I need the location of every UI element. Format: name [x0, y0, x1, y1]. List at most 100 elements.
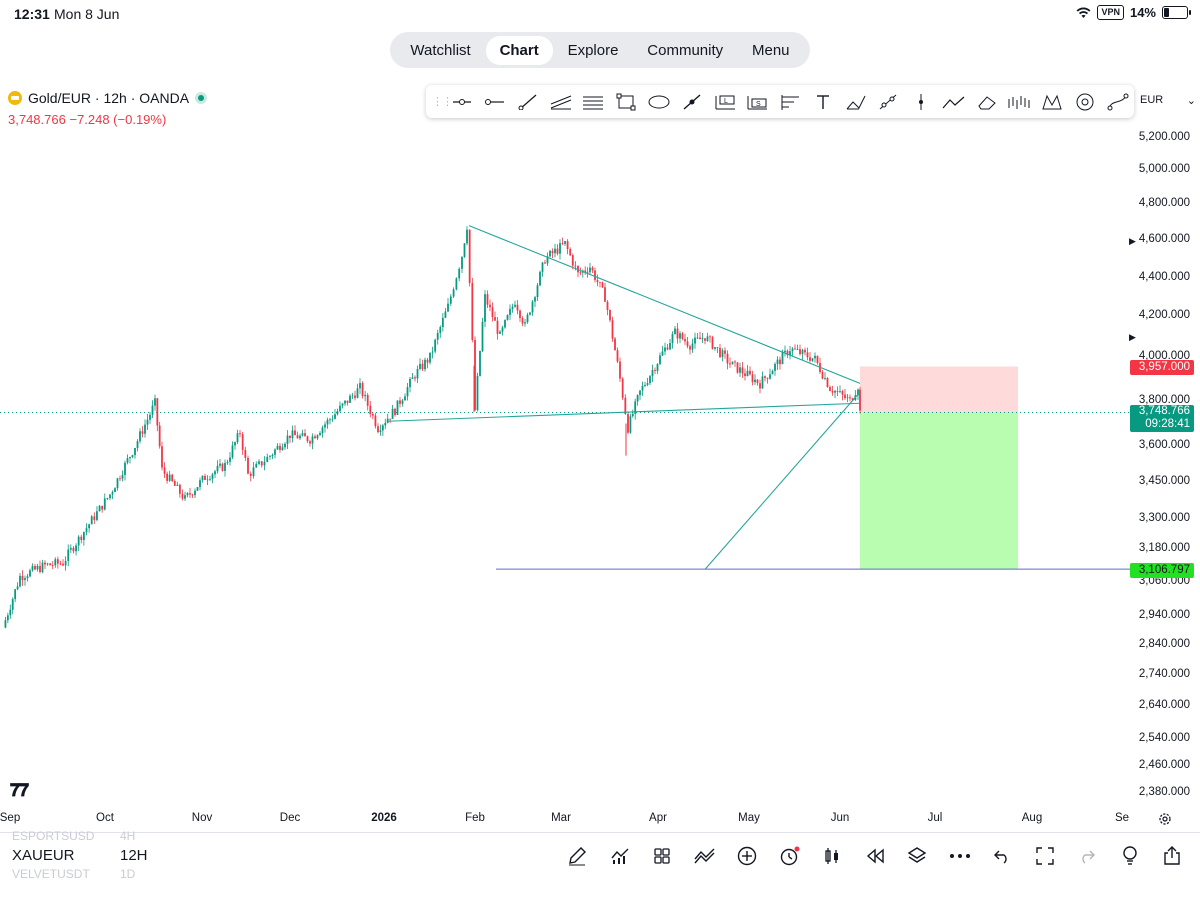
play-arrow-icon[interactable]: ▶	[1129, 236, 1136, 246]
price-chart[interactable]	[0, 120, 1130, 810]
candle-body	[186, 493, 189, 496]
candle-body	[116, 478, 119, 489]
candle-body	[371, 413, 374, 416]
candle-body	[279, 445, 281, 450]
draw-pen-icon[interactable]	[556, 843, 599, 869]
vertical-line-icon[interactable]	[905, 88, 938, 116]
candle-body	[436, 332, 439, 340]
candle-body	[26, 576, 29, 579]
tab-explore[interactable]: Explore	[567, 41, 619, 59]
indicators-icon[interactable]	[599, 843, 642, 869]
next-symbol[interactable]: VELVETUSDT	[12, 867, 90, 881]
compare-icon[interactable]	[684, 843, 727, 869]
curve-icon[interactable]	[1101, 88, 1134, 116]
candle-body	[549, 250, 551, 257]
candle-body	[56, 559, 59, 564]
candle-body	[759, 383, 761, 389]
candle-body	[154, 398, 156, 406]
candle-body	[101, 505, 104, 510]
candle-body	[789, 351, 791, 356]
more-icon[interactable]	[939, 843, 982, 869]
symbol-title[interactable]: Gold/EUR · 12h · OANDA	[28, 90, 190, 106]
polyline-icon[interactable]	[937, 88, 970, 116]
path-icon[interactable]	[872, 88, 905, 116]
candle-body	[16, 586, 19, 590]
candle-body	[131, 455, 134, 458]
fib-retracement-icon[interactable]	[774, 88, 807, 116]
brush-icon[interactable]	[675, 88, 708, 116]
candle-type-icon[interactable]	[811, 843, 854, 869]
text-icon[interactable]	[806, 88, 839, 116]
play-arrow-icon[interactable]: ▶	[1129, 332, 1136, 342]
symbol-title-row[interactable]: Gold/EUR · 12h · OANDA	[8, 90, 208, 106]
candle-body	[431, 351, 434, 353]
candle-body	[684, 338, 686, 342]
settings-gear-icon[interactable]	[1158, 812, 1172, 831]
symbol-selector[interactable]: XAUEUR	[12, 847, 75, 864]
horizontal-ray-icon[interactable]	[479, 88, 512, 116]
share-icon[interactable]	[1151, 843, 1194, 869]
candle-body	[219, 463, 221, 466]
ideas-icon[interactable]	[1109, 843, 1152, 869]
tab-menu[interactable]: Menu	[751, 41, 790, 59]
replay-icon[interactable]	[854, 843, 897, 869]
pitchfork-icon[interactable]	[577, 88, 610, 116]
alert-icon[interactable]	[769, 843, 812, 869]
candle-body	[255, 463, 258, 468]
candle-body	[794, 348, 796, 350]
candle-body	[151, 405, 154, 415]
currency-select[interactable]: EUR ⌄	[1140, 90, 1196, 110]
candle-body	[611, 320, 614, 339]
forecast-icon[interactable]	[1003, 88, 1036, 116]
templates-icon[interactable]	[641, 843, 684, 869]
interval-selector[interactable]: 12H	[120, 847, 148, 864]
undo-icon[interactable]	[981, 843, 1024, 869]
wifi-icon	[1076, 7, 1091, 19]
add-icon[interactable]	[726, 843, 769, 869]
projection-icon[interactable]	[1069, 88, 1102, 116]
candle-body	[44, 562, 46, 565]
tab-watchlist[interactable]: Watchlist	[410, 41, 471, 59]
ellipse-icon[interactable]	[643, 88, 676, 116]
time-axis-label: Dec	[279, 812, 301, 824]
xabcd-pattern-icon[interactable]	[1036, 88, 1069, 116]
candle-body	[489, 304, 491, 308]
countdown-timer: 09:28:41	[1145, 418, 1190, 430]
candle-body	[814, 355, 816, 359]
layers-icon[interactable]	[896, 843, 939, 869]
redo-icon[interactable]	[1066, 843, 1109, 869]
long-position-icon[interactable]: L	[708, 88, 741, 116]
next-interval[interactable]: 1D	[120, 867, 136, 881]
tab-community[interactable]: Community	[647, 41, 724, 59]
trend-line-icon[interactable]	[446, 88, 479, 116]
fullscreen-icon[interactable]	[1024, 843, 1067, 869]
candle-body	[286, 435, 289, 444]
short-position-icon[interactable]: S	[741, 88, 774, 116]
candle-body	[306, 436, 309, 442]
rectangle-icon[interactable]	[610, 88, 643, 116]
bottom-tool-group	[556, 843, 1194, 869]
highlighter-icon[interactable]	[839, 88, 872, 116]
drag-handle-icon[interactable]: ⋮⋮	[432, 96, 453, 108]
candle-body	[559, 243, 561, 254]
candle-body	[676, 328, 679, 339]
candle-body	[59, 563, 62, 565]
prev-interval[interactable]: 4H	[120, 829, 136, 843]
candle-body	[551, 250, 554, 254]
candle-body	[14, 589, 17, 600]
candle-body	[158, 425, 161, 447]
candle-body	[146, 419, 149, 425]
parallel-channel-icon[interactable]	[544, 88, 577, 116]
tab-chart[interactable]: Chart	[485, 35, 553, 65]
candle-body	[796, 349, 799, 350]
ray-icon[interactable]	[512, 88, 545, 116]
time-axis-label: Se	[1114, 812, 1130, 824]
candle-body	[434, 339, 437, 352]
eraser-icon[interactable]	[970, 88, 1003, 116]
candle-body	[346, 400, 349, 403]
candle-body	[646, 383, 649, 385]
candle-body	[224, 462, 226, 471]
prev-symbol[interactable]: ESPORTSUSD	[12, 829, 95, 843]
candle-body	[521, 318, 524, 324]
time-axis[interactable]: Sep Oct Nov Dec 2026 Feb Mar Apr May Jun Jul Aug Se	[0, 812, 1140, 828]
